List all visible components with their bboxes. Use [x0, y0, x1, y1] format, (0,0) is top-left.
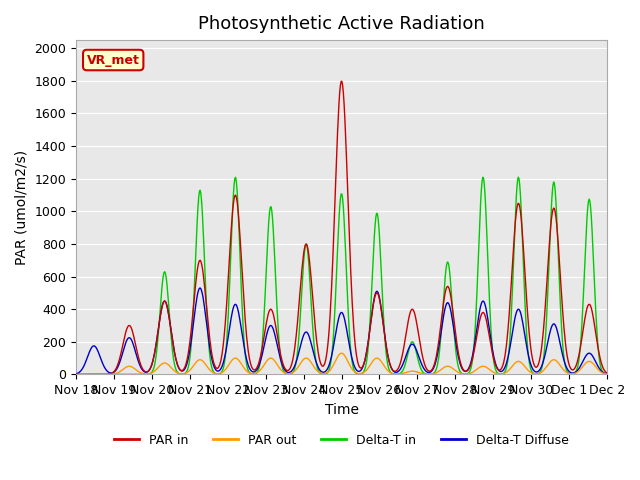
- X-axis label: Time: Time: [324, 403, 358, 417]
- Title: Photosynthetic Active Radiation: Photosynthetic Active Radiation: [198, 15, 485, 33]
- Legend: PAR in, PAR out, Delta-T in, Delta-T Diffuse: PAR in, PAR out, Delta-T in, Delta-T Dif…: [109, 429, 574, 452]
- Y-axis label: PAR (umol/m2/s): PAR (umol/m2/s): [15, 150, 29, 265]
- Text: VR_met: VR_met: [87, 53, 140, 67]
